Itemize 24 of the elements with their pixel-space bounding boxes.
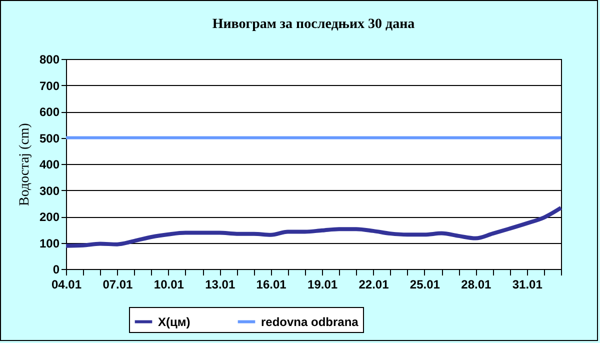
y-tick-label: 100 bbox=[39, 236, 60, 250]
y-axis-title: Водостај (cm) bbox=[17, 122, 32, 206]
y-tick-label: 200 bbox=[39, 210, 60, 224]
y-tick-label: 600 bbox=[39, 105, 60, 119]
x-tick-label: 16.01 bbox=[256, 278, 287, 292]
legend-label: redovna odbrana bbox=[261, 314, 359, 329]
y-tick-label: 800 bbox=[39, 52, 60, 66]
x-tick-label: 31.01 bbox=[512, 278, 543, 292]
y-tick-label: 400 bbox=[39, 158, 60, 172]
x-tick-label: 19.01 bbox=[308, 278, 338, 292]
y-tick-label: 0 bbox=[52, 262, 60, 276]
chart-title: Нивограм за последњих 30 дана bbox=[212, 17, 415, 32]
y-tick-label: 500 bbox=[39, 131, 60, 146]
x-tick-label: 22.01 bbox=[358, 278, 390, 292]
line-series bbox=[64, 206, 563, 248]
x-tick-label: 28.01 bbox=[461, 278, 492, 292]
legend-label: X(цм) bbox=[158, 314, 190, 329]
x-tick-label: 04.01 bbox=[51, 278, 82, 292]
y-tick-label: 700 bbox=[39, 78, 60, 93]
x-tick-label: 13.01 bbox=[205, 278, 236, 292]
y-tick-label: 300 bbox=[39, 184, 60, 198]
x-tick-label: 07.01 bbox=[102, 278, 134, 292]
x-tick-label: 25.01 bbox=[410, 278, 440, 292]
x-tick-label: 10.01 bbox=[154, 278, 184, 292]
